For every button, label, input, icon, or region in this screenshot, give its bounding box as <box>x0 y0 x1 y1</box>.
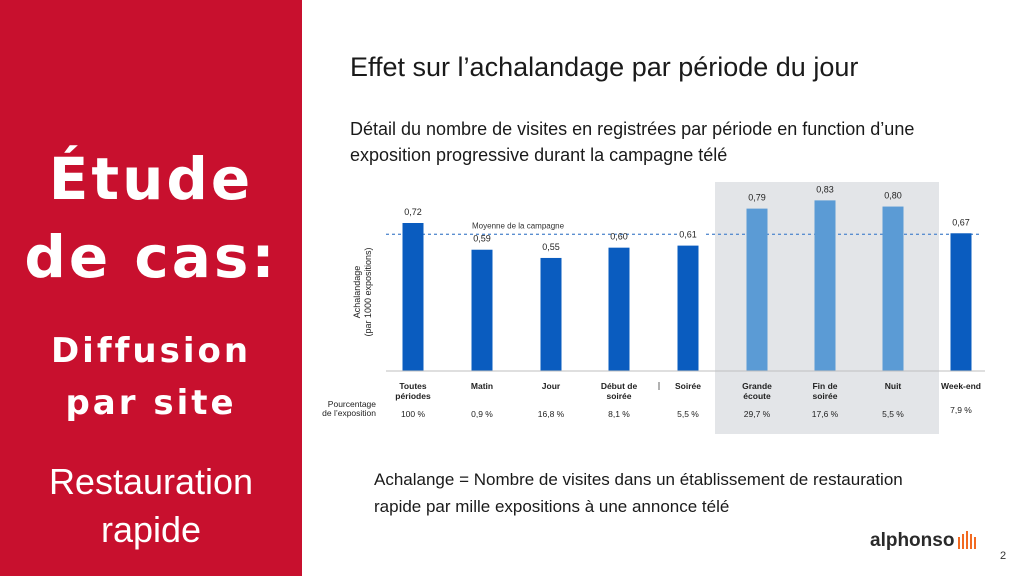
exposure-row-label: Pourcentage <box>328 399 376 409</box>
bar-value-label: 0,60 <box>610 232 628 242</box>
exposure-percent: 17,6 % <box>812 409 839 419</box>
industry-line-2: rapide <box>100 509 202 550</box>
category-label: Matin <box>471 381 493 391</box>
definition-text: Achalange = Nombre de visites dans un ét… <box>374 470 903 516</box>
y-axis-label: Achalandage <box>352 266 362 319</box>
bar-value-label: 0,72 <box>404 207 422 217</box>
bar-value-label: 0,61 <box>679 230 697 240</box>
bar <box>746 208 768 371</box>
logo-text: alphonso <box>870 530 955 551</box>
bar-value-label: 0,55 <box>542 242 560 252</box>
exposure-percent: 29,7 % <box>744 409 771 419</box>
slide-subtitle: Détail du nombre de visites en registrée… <box>350 119 915 165</box>
industry-line-1: Restauration <box>48 461 254 502</box>
case-study-title: Étude de cas: <box>0 140 302 296</box>
exposure-percent: 7,9 % <box>950 405 972 415</box>
bar <box>677 245 699 371</box>
exposure-percent: 0,9 % <box>471 409 493 419</box>
case-title-line-2: de cas: <box>24 223 278 291</box>
category-label: Jour <box>542 381 561 391</box>
page-number: 2 <box>1000 550 1007 562</box>
category-label: soirée <box>606 391 631 401</box>
bar-value-label: 0,67 <box>952 217 970 227</box>
bar <box>814 200 836 371</box>
bar <box>950 233 972 371</box>
exposure-percent: 5,5 % <box>677 409 699 419</box>
category-label: Nuit <box>885 381 902 391</box>
bar <box>540 257 562 371</box>
exposure-percent: 5,5 % <box>882 409 904 419</box>
slide-title: Effet sur l’achalandage par période du j… <box>350 52 859 82</box>
bar <box>471 249 493 371</box>
bar <box>882 206 904 371</box>
section-title-line-1: Diffusion <box>50 331 252 371</box>
bar-value-label: 0,59 <box>473 234 491 244</box>
category-label: périodes <box>395 391 431 401</box>
bar <box>402 223 424 371</box>
exposure-percent: 100 % <box>401 409 426 419</box>
section-title-line-2: par site <box>65 383 237 423</box>
exposure-percent: 16,8 % <box>538 409 565 419</box>
exposure-row-label: de l’exposition <box>322 408 376 418</box>
exposure-percent: 8,1 % <box>608 409 630 419</box>
y-axis-label: (par 1000 expositions) <box>363 247 373 336</box>
bar <box>608 247 630 371</box>
bar-value-label: 0,80 <box>884 191 902 201</box>
section-title: Diffusion par site <box>0 325 302 429</box>
category-label: Toutes <box>399 381 427 391</box>
alphonso-logo: alphonso <box>870 530 980 552</box>
case-title-line-1: Étude <box>48 145 254 213</box>
category-label: Début de <box>601 381 638 391</box>
category-label: écoute <box>743 391 771 401</box>
industry-label: Restauration rapide <box>0 458 302 554</box>
logo-bars-icon <box>958 531 977 549</box>
category-label: soirée <box>812 391 837 401</box>
left-sidebar-panel: Étude de cas: Diffusion par site Restaur… <box>0 0 302 576</box>
bar-value-label: 0,83 <box>816 184 834 194</box>
category-label: Soirée <box>675 381 701 391</box>
category-label: Grande <box>742 381 772 391</box>
bar-value-label: 0,79 <box>748 193 766 203</box>
category-label: Fin de <box>812 381 837 391</box>
category-label: Week-end <box>941 381 981 391</box>
average-line-label: Moyenne de la campagne <box>472 221 565 230</box>
